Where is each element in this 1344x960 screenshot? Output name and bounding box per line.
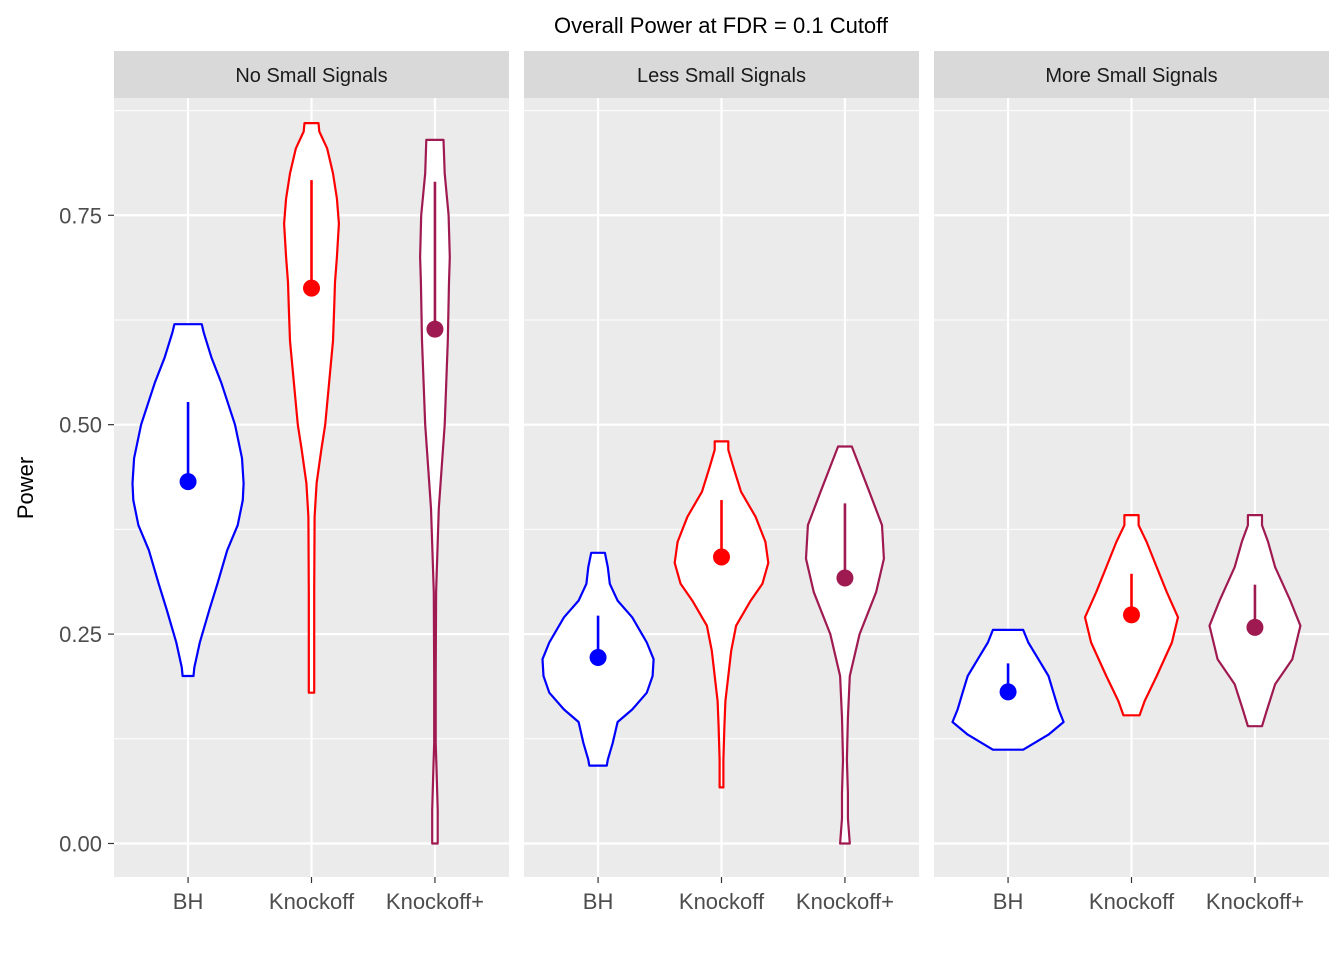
facet-strip-label: More Small Signals xyxy=(1045,65,1217,87)
violin-knockoff-plus xyxy=(1208,514,1302,728)
y-axis-title: Power xyxy=(13,457,38,519)
violin-bh xyxy=(131,323,245,678)
y-tick-label: 0.25 xyxy=(59,622,102,647)
mean-point xyxy=(836,569,854,587)
violin-shape xyxy=(419,138,451,845)
violin-shape xyxy=(804,445,885,845)
y-tick-label: 0.75 xyxy=(59,203,102,228)
y-tick-label: 0.00 xyxy=(59,831,102,856)
mean-point xyxy=(1246,618,1264,636)
violin-knockoff-plus xyxy=(804,445,885,845)
x-tick-label: Knockoff xyxy=(1089,889,1175,914)
x-tick-label: Knockoff+ xyxy=(386,889,484,914)
panel-no-small-signals: No Small Signals BH Knockoff Knockoff+ xyxy=(114,51,509,914)
violin-knockoff-plus xyxy=(419,138,451,845)
mean-point xyxy=(179,473,197,491)
facet-strip-label: No Small Signals xyxy=(235,65,387,87)
chart-title: Overall Power at FDR = 0.1 Cutoff xyxy=(554,13,889,38)
y-axis: 0.00 0.25 0.50 0.75 xyxy=(59,203,114,856)
mean-point xyxy=(426,320,444,338)
violin-knockoff xyxy=(1083,514,1180,717)
x-tick-label: BH xyxy=(173,889,204,914)
violin-shape xyxy=(283,122,340,694)
violin-bh xyxy=(541,551,655,767)
facet-strip xyxy=(934,51,1329,98)
facet-strip xyxy=(524,51,919,98)
x-tick-label: Knockoff+ xyxy=(796,889,894,914)
x-tick-label: Knockoff xyxy=(269,889,355,914)
violin-bh xyxy=(951,628,1065,751)
panel-more-small-signals: More Small Signals BH Knockoff Knockoff+ xyxy=(934,51,1329,914)
y-tick-label: 0.50 xyxy=(59,413,102,438)
violin-knockoff xyxy=(283,122,340,694)
panel-less-small-signals: Less Small Signals BH Knockoff Knockoff+ xyxy=(524,51,919,914)
mean-point xyxy=(999,683,1017,701)
facet-strip-label: Less Small Signals xyxy=(637,65,806,87)
x-tick-label: Knockoff xyxy=(679,889,765,914)
violin-shape xyxy=(131,323,245,678)
mean-point xyxy=(713,548,730,566)
mean-point xyxy=(589,649,607,667)
violin-shape xyxy=(673,440,770,789)
x-tick-label: BH xyxy=(993,889,1024,914)
x-tick-label: Knockoff+ xyxy=(1206,889,1304,914)
mean-point xyxy=(1123,606,1140,624)
x-tick-label: BH xyxy=(583,889,614,914)
facet-strip xyxy=(114,51,509,98)
mean-point xyxy=(303,279,320,297)
violin-knockoff xyxy=(673,440,770,789)
